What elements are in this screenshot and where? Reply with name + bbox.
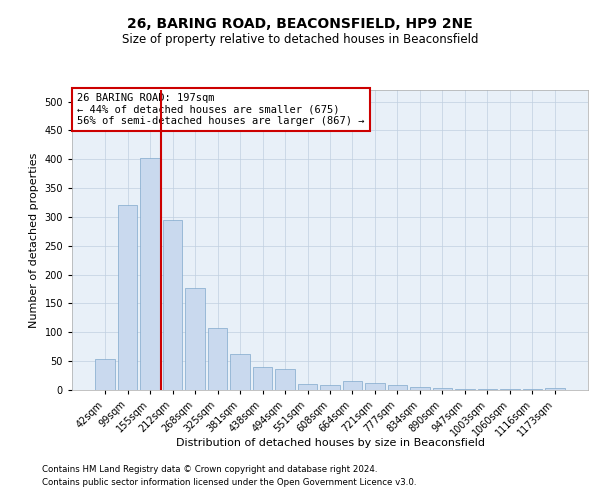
Bar	[185, 288, 205, 390]
Bar	[208, 328, 227, 390]
Bar	[388, 385, 407, 390]
Bar	[320, 385, 340, 390]
Bar	[365, 382, 385, 390]
Text: Size of property relative to detached houses in Beaconsfield: Size of property relative to detached ho…	[122, 32, 478, 46]
Bar	[410, 386, 430, 390]
Text: Distribution of detached houses by size in Beaconsfield: Distribution of detached houses by size …	[176, 438, 485, 448]
Text: 26 BARING ROAD: 197sqm
← 44% of detached houses are smaller (675)
56% of semi-de: 26 BARING ROAD: 197sqm ← 44% of detached…	[77, 93, 365, 126]
Bar	[275, 369, 295, 390]
Bar	[545, 388, 565, 390]
Y-axis label: Number of detached properties: Number of detached properties	[29, 152, 39, 328]
Bar	[140, 158, 160, 390]
Bar	[343, 382, 362, 390]
Bar	[478, 389, 497, 390]
Bar	[433, 388, 452, 390]
Bar	[163, 220, 182, 390]
Bar	[95, 360, 115, 390]
Bar	[253, 367, 272, 390]
Bar	[118, 206, 137, 390]
Text: Contains public sector information licensed under the Open Government Licence v3: Contains public sector information licen…	[42, 478, 416, 487]
Text: 26, BARING ROAD, BEACONSFIELD, HP9 2NE: 26, BARING ROAD, BEACONSFIELD, HP9 2NE	[127, 18, 473, 32]
Bar	[230, 354, 250, 390]
Text: Contains HM Land Registry data © Crown copyright and database right 2024.: Contains HM Land Registry data © Crown c…	[42, 466, 377, 474]
Bar	[298, 384, 317, 390]
